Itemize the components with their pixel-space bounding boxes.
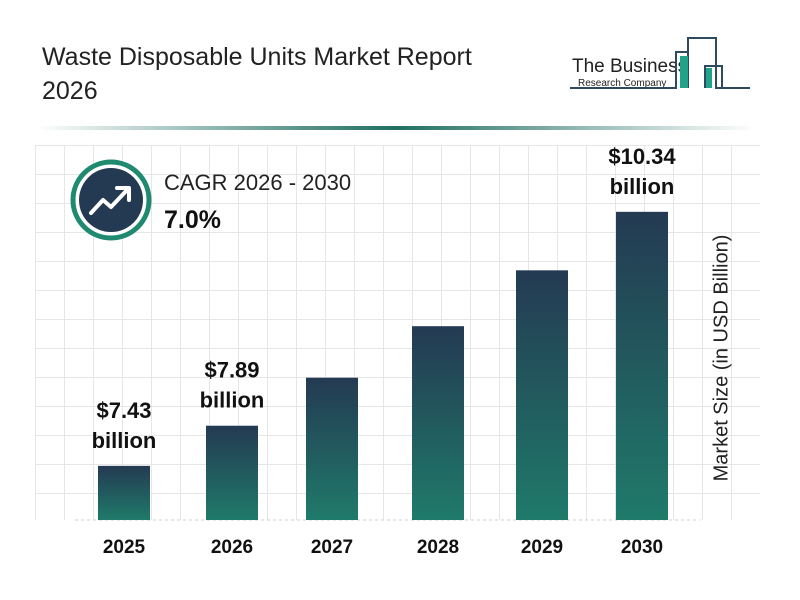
x-tick-label: 2027 [311, 537, 353, 558]
data-label: $7.43 [96, 398, 151, 423]
bar-2025 [98, 465, 150, 520]
data-label: $10.34 [608, 144, 676, 169]
bar-2030 [616, 211, 668, 520]
bar-2026 [206, 425, 258, 520]
logo-text-line1: The Business [572, 56, 688, 77]
data-label: $7.89 [204, 358, 259, 383]
x-tick-label: 2025 [103, 537, 146, 558]
title-divider [35, 126, 755, 130]
logo-text-line2: Research Company [578, 78, 667, 89]
logo-buildings-icon [570, 37, 750, 89]
data-label: billion [92, 428, 157, 453]
page-title: Waste Disposable Units Market Report 202… [42, 43, 472, 105]
cagr-label: CAGR 2026 - 2030 [164, 170, 352, 195]
trending-up-icon [89, 186, 131, 215]
cagr-value: 7.0% [164, 206, 221, 234]
bar-2027 [306, 377, 358, 520]
bar-2029 [516, 270, 568, 520]
x-tick-label: 2030 [621, 537, 663, 558]
x-tick-label: 2029 [521, 537, 563, 558]
x-tick-label: 2028 [417, 537, 459, 558]
data-label: billion [610, 174, 675, 199]
data-label: billion [200, 388, 265, 413]
y-axis-label: Market Size (in USD Billion) [710, 234, 733, 482]
bar-2028 [412, 326, 464, 520]
x-tick-label: 2026 [211, 537, 253, 558]
